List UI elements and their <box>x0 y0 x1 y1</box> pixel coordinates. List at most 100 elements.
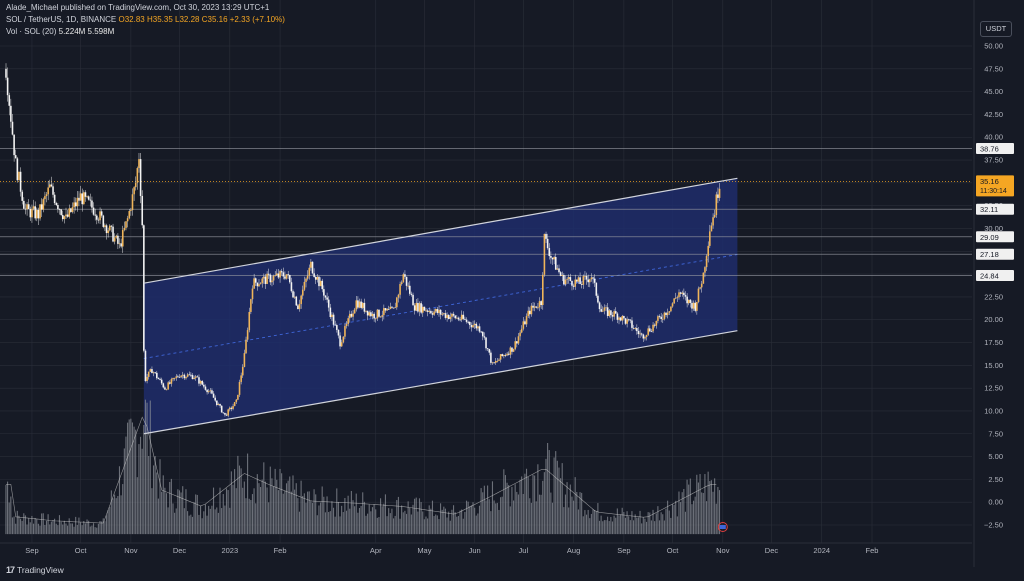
candle-body <box>144 350 147 382</box>
candle-body <box>311 261 314 274</box>
candle-body <box>342 336 345 343</box>
volume-bar <box>88 520 90 535</box>
event-marker-icon[interactable] <box>717 522 728 532</box>
volume-bar <box>240 468 242 535</box>
volume-bar <box>131 422 133 535</box>
candle-body <box>697 288 700 302</box>
tradingview-brand[interactable]: 17 TradingView <box>6 565 64 575</box>
candle-body <box>606 307 609 316</box>
volume-bar <box>474 507 476 535</box>
channel-lower-line[interactable] <box>143 330 738 435</box>
candle-body <box>493 362 495 364</box>
candle-body <box>717 194 719 198</box>
volume-bar <box>136 477 138 535</box>
candle-body <box>554 257 557 270</box>
candle-body <box>168 382 171 384</box>
candle-body <box>83 192 85 205</box>
volume-bar <box>49 524 51 535</box>
volume-bar <box>667 500 669 535</box>
price-axis[interactable]: 50.0047.5045.0042.5040.0037.5035.0032.50… <box>973 0 1014 567</box>
candle-body <box>222 412 225 414</box>
volume-bar <box>276 479 278 535</box>
candle-body <box>282 272 285 277</box>
volume-bar <box>230 471 232 535</box>
candle-body <box>11 121 14 135</box>
x-tick-label: Dec <box>765 546 779 555</box>
volume-bar <box>63 520 65 535</box>
candle-body <box>86 196 88 198</box>
x-tick-label: 2024 <box>813 546 830 555</box>
volume-bar <box>697 482 699 535</box>
candle-body <box>472 325 474 328</box>
volume-bar <box>371 507 374 535</box>
volume-bar <box>39 525 41 535</box>
volume-bar <box>29 522 31 535</box>
volume-bar <box>23 513 25 535</box>
candle-body <box>558 268 560 273</box>
volume-bar <box>332 507 335 535</box>
candle-body <box>274 275 277 276</box>
time-axis[interactable]: Sep Oct Nov Dec 2023 Feb Apr May Jun Jul Aug Sep Oct… <box>0 542 972 555</box>
volume-bar <box>423 519 425 535</box>
candle-body <box>300 295 302 305</box>
currency-selector[interactable]: USDT <box>980 21 1012 37</box>
volume-bar <box>264 481 266 535</box>
volume-bar <box>67 525 69 535</box>
candle-body <box>665 312 667 316</box>
candle-body <box>125 221 127 228</box>
y-tick-label: 15.00 <box>984 361 1003 370</box>
candle-body <box>614 311 617 314</box>
candle-body <box>699 287 701 289</box>
candle-body <box>70 208 72 212</box>
y-tick-label: 40.00 <box>984 133 1003 142</box>
candle-body <box>593 278 596 283</box>
volume-bar <box>114 494 116 535</box>
volume-bar <box>229 507 231 535</box>
candle-body <box>439 309 442 315</box>
candle-body <box>10 105 12 122</box>
volume-bar <box>339 516 341 535</box>
x-tick-label: Dec <box>173 546 187 555</box>
volume-bar <box>500 497 502 535</box>
candle-body <box>19 171 22 192</box>
candle-body <box>433 311 435 315</box>
volume-bar <box>94 527 96 535</box>
candle-body <box>107 230 109 234</box>
candle-body <box>381 315 384 317</box>
volume-bar <box>209 508 211 535</box>
candle-body <box>241 366 244 376</box>
volume-bar <box>65 523 67 535</box>
channel-upper-line[interactable] <box>143 177 738 284</box>
level-price-label: 32.11 <box>980 205 998 214</box>
candle-body <box>170 379 173 384</box>
volume-bar <box>10 496 12 535</box>
volume-bar <box>248 498 250 535</box>
candle-body <box>541 274 544 306</box>
candle-body <box>389 306 392 310</box>
volume-bar <box>417 511 419 535</box>
volume-bar <box>255 503 257 535</box>
candle-body <box>44 196 46 200</box>
candle-body <box>543 233 546 275</box>
candle-body <box>357 300 359 308</box>
volume-bar <box>399 518 401 535</box>
volume-bar <box>470 505 472 535</box>
volume-bar <box>212 487 215 535</box>
candle-body <box>198 377 200 384</box>
candle-body <box>640 333 643 335</box>
candle-body <box>653 324 656 326</box>
level-price-tag <box>976 203 1014 215</box>
candle-body <box>649 328 651 332</box>
candle-body <box>634 328 637 329</box>
candle-body <box>251 288 254 300</box>
volume-bar <box>553 457 555 535</box>
volume-bar <box>165 493 168 535</box>
candle-body <box>441 313 444 315</box>
candle-body <box>175 376 178 378</box>
volume-bar <box>146 402 148 535</box>
candle-body <box>100 211 103 216</box>
volume-bar <box>535 501 537 535</box>
volume-bar <box>485 500 487 535</box>
candle-body <box>37 209 40 219</box>
